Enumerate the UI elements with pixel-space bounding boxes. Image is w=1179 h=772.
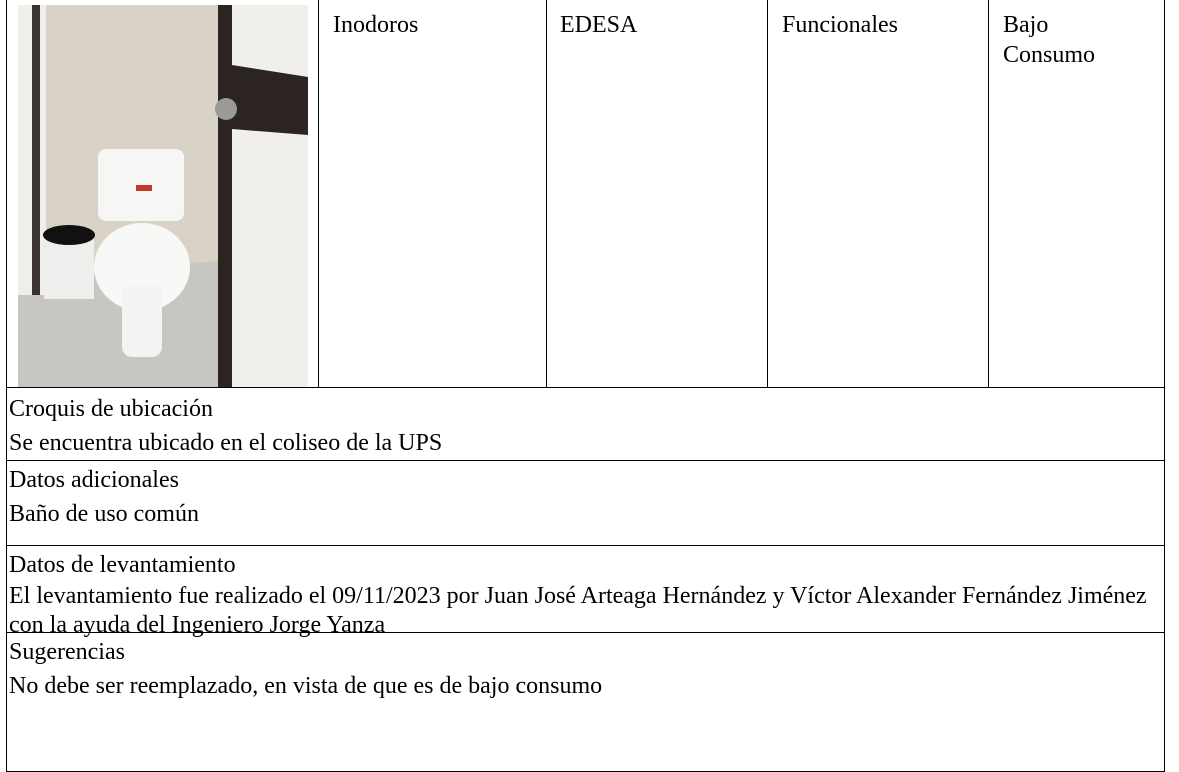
table-cell [318, 0, 547, 388]
cell-text: Inodoros [333, 12, 419, 38]
page: Inodoros EDESA Funcionales Bajo Consumo … [6, 0, 1165, 772]
section-text: Baño de uso común [9, 501, 199, 527]
toilet-photo [18, 5, 308, 387]
cell-text: Bajo Consumo [1003, 12, 1096, 68]
section-title: Datos adicionales [9, 467, 179, 493]
section: Datos adicionales Baño de uso común [6, 460, 1165, 546]
section-title: Datos de levantamiento [9, 552, 236, 578]
cell-text: EDESA [560, 12, 638, 38]
section-text: Se encuentra ubicado en el coliseo de la… [9, 430, 443, 456]
table-cell [767, 0, 989, 388]
section-title: Croquis de ubicación [9, 396, 213, 422]
section: Datos de levantamiento El levantamiento … [6, 545, 1165, 638]
section: Sugerencias No debe ser reemplazado, en … [6, 632, 1165, 772]
section-title: Sugerencias [9, 639, 125, 665]
section-text: No debe ser reemplazado, en vista de que… [9, 673, 603, 699]
table-cell [546, 0, 768, 388]
cell-text: Funcionales [782, 12, 898, 38]
section-text: El levantamiento fue realizado el 09/11/… [9, 583, 1147, 638]
section: Croquis de ubicación Se encuentra ubicad… [6, 387, 1165, 461]
photo-cell [6, 0, 319, 388]
